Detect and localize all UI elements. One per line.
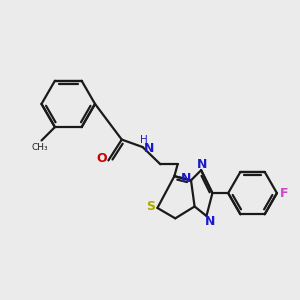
- Text: S: S: [146, 200, 155, 213]
- Text: N: N: [181, 172, 191, 185]
- Text: N: N: [197, 158, 207, 171]
- Text: H: H: [140, 135, 148, 145]
- Text: O: O: [97, 152, 107, 165]
- Text: N: N: [205, 215, 215, 228]
- Text: F: F: [280, 187, 289, 200]
- Text: N: N: [144, 142, 154, 155]
- Text: CH₃: CH₃: [32, 143, 48, 152]
